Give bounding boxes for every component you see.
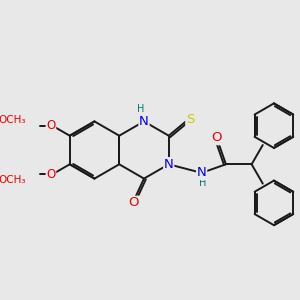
Text: OCH₃: OCH₃: [0, 115, 26, 125]
Text: OCH₃: OCH₃: [0, 175, 26, 185]
Text: O: O: [211, 131, 222, 145]
Text: N: N: [197, 167, 206, 179]
Text: N: N: [139, 115, 149, 128]
Text: S: S: [186, 113, 194, 127]
Text: O: O: [46, 168, 56, 181]
Text: O: O: [46, 119, 56, 132]
Text: N: N: [164, 158, 174, 171]
Text: H: H: [137, 104, 144, 114]
Text: H: H: [200, 178, 207, 188]
Text: O: O: [129, 196, 139, 209]
